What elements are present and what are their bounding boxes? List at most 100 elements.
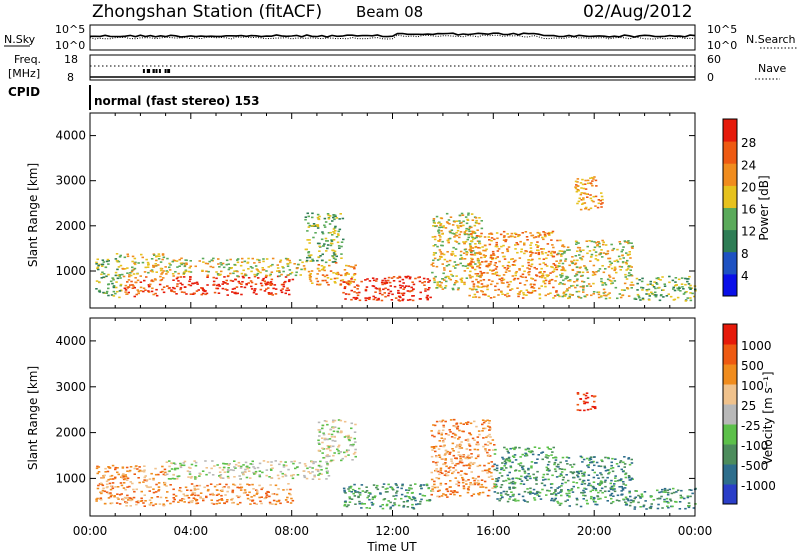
echo-region [430, 418, 496, 498]
echo-pixel [334, 230, 337, 232]
echo-pixel [256, 466, 260, 469]
echo-pixel [148, 503, 152, 506]
echo-pixel [488, 467, 491, 470]
echo-pixel [409, 298, 412, 301]
freq-spike [158, 69, 161, 73]
echo-pixel [116, 497, 119, 499]
echo-pixel [105, 260, 109, 263]
echo-pixel [518, 470, 521, 472]
echo-pixel [453, 493, 456, 496]
echo-pixel [182, 493, 185, 495]
echo-pixel [464, 240, 468, 243]
echo-pixel [509, 447, 512, 450]
echo-pixel [568, 492, 571, 495]
echo-pixel [457, 462, 460, 465]
echo-pixel [451, 448, 454, 450]
echo-pixel [473, 462, 476, 464]
echo-pixel [173, 291, 176, 293]
echo-pixel [270, 464, 273, 466]
echo-pixel [593, 400, 596, 403]
echo-pixel [252, 466, 255, 468]
echo-pixel [482, 293, 485, 296]
echo-pixel [218, 285, 221, 287]
echo-pixel [504, 463, 507, 465]
echo-pixel [114, 486, 117, 488]
echo-pixel [555, 268, 559, 271]
echo-pixel [545, 494, 548, 496]
echo-pixel [657, 277, 660, 279]
echo-pixel [365, 286, 369, 288]
echo-pixel [304, 248, 308, 251]
echo-pixel [477, 482, 481, 485]
echo-pixel [533, 497, 536, 499]
echo-pixel [463, 231, 467, 233]
echo-pixel [449, 486, 452, 488]
echo-pixel [611, 489, 615, 491]
echo-pixel [576, 178, 580, 180]
echo-pixel [183, 494, 187, 497]
echo-pixel [560, 468, 564, 470]
echo-pixel [504, 493, 508, 495]
echo-pixel [535, 483, 538, 485]
echo-pixel [630, 477, 634, 480]
echo-pixel [247, 257, 250, 260]
echo-pixel [303, 474, 306, 477]
echo-pixel [446, 474, 450, 477]
echo-pixel [594, 487, 597, 490]
x-tick-label: 08:00 [274, 524, 309, 538]
echo-pixel [317, 256, 320, 258]
echo-pixel [355, 292, 359, 294]
echo-pixel [174, 467, 177, 470]
echo-pixel [554, 490, 557, 493]
echo-pixel [487, 462, 490, 465]
echo-pixel [487, 489, 491, 492]
echo-pixel [495, 469, 499, 472]
echo-pixel [469, 433, 473, 436]
echo-pixel [151, 287, 154, 290]
echo-pixel [435, 455, 438, 458]
echo-pixel [536, 458, 539, 460]
colorbar-tick-label: 8 [741, 247, 749, 261]
y-tick-label: 1000 [55, 264, 86, 278]
echo-pixel [538, 297, 542, 300]
echo-pixel [145, 484, 148, 487]
echo-pixel [624, 496, 628, 499]
echo-pixel [486, 469, 490, 472]
echo-pixel [624, 472, 628, 475]
echo-pixel [221, 489, 224, 491]
echo-pixel [503, 465, 506, 467]
echo-pixel [582, 289, 585, 291]
echo-pixel [344, 274, 347, 277]
echo-pixel [470, 495, 474, 497]
echo-pixel [347, 434, 350, 437]
echo-pixel [452, 454, 456, 457]
echo-pixel [161, 253, 165, 255]
echo-pixel [597, 202, 601, 205]
echo-pixel [666, 493, 670, 496]
echo-pixel [227, 268, 231, 271]
echo-pixel [226, 283, 229, 285]
echo-pixel [435, 470, 438, 472]
nave-label: Nave [758, 62, 786, 75]
echo-pixel [263, 497, 266, 500]
echo-pixel [168, 262, 171, 265]
echo-pixel [330, 436, 334, 438]
echo-pixel [446, 450, 449, 453]
echo-pixel [347, 488, 350, 490]
echo-pixel [379, 505, 382, 508]
x-tick-label: 04:00 [174, 524, 209, 538]
echo-pixel [573, 281, 576, 283]
echo-pixel [102, 273, 106, 275]
echo-pixel [487, 441, 490, 443]
echo-pixel [406, 506, 410, 508]
echo-pixel [184, 486, 188, 489]
echo-pixel [500, 494, 503, 496]
echo-pixel [392, 488, 395, 491]
echo-pixel [217, 292, 221, 294]
echo-pixel [680, 277, 684, 279]
echo-pixel [244, 274, 248, 277]
echo-pixel [343, 436, 347, 438]
echo-pixel [582, 291, 585, 293]
echo-pixel [325, 250, 328, 252]
echo-pixel [194, 265, 197, 268]
